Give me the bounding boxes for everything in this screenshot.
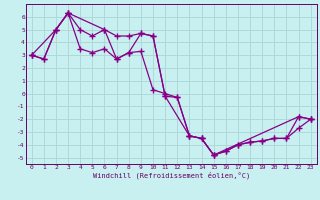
X-axis label: Windchill (Refroidissement éolien,°C): Windchill (Refroidissement éolien,°C) — [92, 171, 250, 179]
